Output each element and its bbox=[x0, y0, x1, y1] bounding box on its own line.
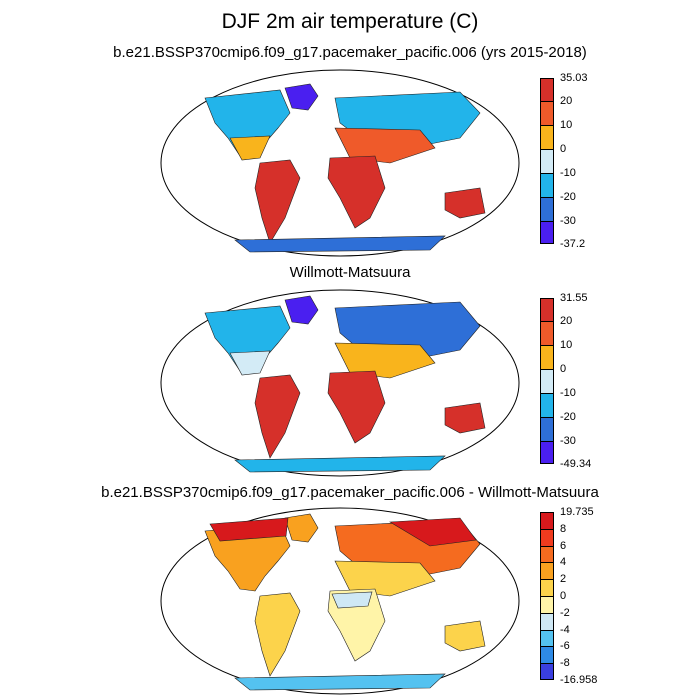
colorbar-segment bbox=[540, 441, 554, 464]
world-map-difference bbox=[160, 507, 520, 695]
colorbar-segment bbox=[540, 101, 554, 126]
australia bbox=[444, 187, 486, 219]
colorbar-label: 35.03 bbox=[560, 72, 588, 84]
colorbar-segment bbox=[540, 663, 554, 680]
land-masses bbox=[204, 83, 486, 253]
colorbar-label: -16.958 bbox=[560, 674, 598, 686]
colorbar-label: -8 bbox=[560, 657, 570, 669]
main-title: DJF 2m air temperature (C) bbox=[221, 10, 479, 33]
greenland bbox=[284, 295, 319, 325]
sahara bbox=[331, 591, 373, 609]
colorbar-segment bbox=[540, 197, 554, 222]
colorbar-segment bbox=[540, 345, 554, 370]
colorbar-label: 0 bbox=[560, 590, 567, 602]
colorbar-difference: 19.735 8 6 4 2 0 -2 -4 -6 -8 -16.958 bbox=[540, 506, 597, 686]
colorbar-label: 6 bbox=[560, 540, 567, 552]
panel-title: b.e21.BSSP370cmip6.f09_g17.pacemaker_pac… bbox=[113, 44, 587, 61]
panel-title: b.e21.BSSP370cmip6.f09_g17.pacemaker_pac… bbox=[101, 484, 599, 501]
colorbar-segment bbox=[540, 562, 554, 580]
colorbar-segment bbox=[540, 221, 554, 244]
colorbar-label: 0 bbox=[560, 143, 567, 155]
colorbar-segment bbox=[540, 369, 554, 394]
colorbar-label: -20 bbox=[560, 411, 576, 423]
usa-warm bbox=[229, 135, 271, 161]
world-map-model bbox=[160, 69, 520, 257]
colorbar-label: 4 bbox=[560, 556, 567, 568]
colorbar-label: 10 bbox=[560, 119, 573, 131]
colorbar-segment bbox=[540, 417, 554, 442]
colorbar-segment bbox=[540, 393, 554, 418]
colorbar-label: 0 bbox=[560, 363, 567, 375]
colorbar-segment bbox=[540, 298, 554, 322]
canada-arctic bbox=[209, 517, 289, 542]
colorbar-label: -6 bbox=[560, 640, 570, 652]
usa-warm bbox=[229, 350, 271, 376]
colorbar-segment bbox=[540, 596, 554, 614]
greenland bbox=[284, 513, 319, 543]
panel-title: Willmott-Matsuura bbox=[289, 264, 411, 281]
colorbar-label: -49.34 bbox=[560, 458, 592, 470]
world-map-observed bbox=[160, 289, 520, 477]
colorbar-label: -30 bbox=[560, 215, 576, 227]
africa bbox=[327, 370, 386, 444]
colorbar-label: 31.55 bbox=[560, 292, 588, 304]
antarctica bbox=[234, 455, 446, 473]
colorbar-segment bbox=[540, 149, 554, 174]
australia bbox=[444, 620, 486, 652]
colorbar-label: -20 bbox=[560, 191, 576, 203]
eurasia-south bbox=[334, 342, 436, 379]
south-america bbox=[254, 374, 301, 459]
colorbar-segment bbox=[540, 579, 554, 597]
antarctica bbox=[234, 235, 446, 253]
greenland bbox=[284, 83, 319, 111]
colorbar-segment bbox=[540, 613, 554, 631]
land-masses bbox=[204, 295, 486, 473]
colorbar-label: -10 bbox=[560, 167, 576, 179]
south-america bbox=[254, 159, 301, 244]
colorbar-label: -30 bbox=[560, 435, 576, 447]
colorbar-label: -37.2 bbox=[560, 238, 586, 250]
eurasia-south bbox=[334, 560, 436, 597]
colorbar-segment bbox=[540, 78, 554, 102]
eurasia-south bbox=[334, 127, 436, 164]
antarctica bbox=[234, 673, 446, 691]
colorbar-label: 2 bbox=[560, 573, 567, 585]
colorbar-label: -2 bbox=[560, 607, 570, 619]
colorbar-segment bbox=[540, 173, 554, 198]
colorbar-segment bbox=[540, 321, 554, 346]
colorbar-model: 35.03 20 10 0 -10 -20 -30 -37.2 bbox=[540, 72, 588, 250]
colorbar-label: -4 bbox=[560, 624, 570, 636]
colorbar-segment bbox=[540, 529, 554, 547]
colorbar-label: 19.735 bbox=[560, 506, 594, 518]
colorbar-segment bbox=[540, 125, 554, 150]
siberia bbox=[389, 517, 477, 547]
colorbar-segment bbox=[540, 646, 554, 664]
colorbar-label: 10 bbox=[560, 339, 573, 351]
australia bbox=[444, 402, 486, 434]
colorbar-label: 8 bbox=[560, 523, 567, 535]
colorbar-segment bbox=[540, 512, 554, 530]
colorbar-observed: 31.55 20 10 0 -10 -20 -30 -49.34 bbox=[540, 292, 591, 470]
colorbar-label: 20 bbox=[560, 95, 573, 107]
colorbar-label: 20 bbox=[560, 315, 573, 327]
land-masses bbox=[204, 513, 486, 691]
south-america bbox=[254, 592, 301, 677]
africa bbox=[327, 155, 386, 229]
colorbar-label: -10 bbox=[560, 387, 576, 399]
